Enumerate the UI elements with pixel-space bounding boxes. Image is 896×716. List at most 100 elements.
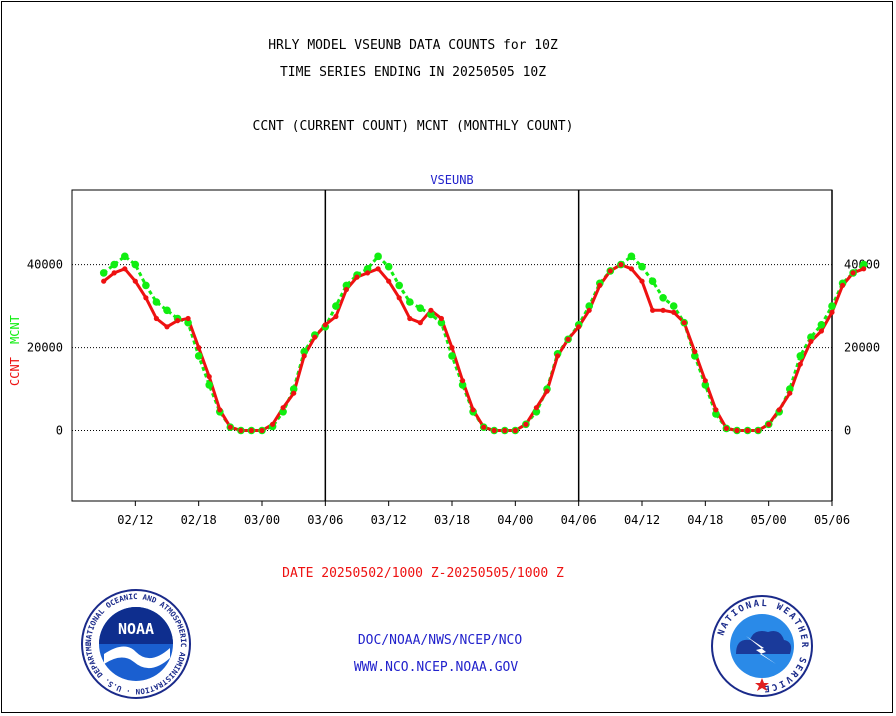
y-axis-label-mcnt: MCNT [8,315,22,344]
data-point-ccnt [354,274,360,280]
data-point-ccnt [544,388,550,394]
data-point-ccnt [850,270,856,276]
data-point-ccnt [692,349,698,355]
data-point-mcnt [152,298,161,306]
data-point-mcnt [828,302,836,310]
data-point-mcnt [691,352,699,360]
data-point-mcnt [659,294,667,302]
data-point-ccnt [776,407,782,413]
data-point-ccnt [797,361,803,367]
data-point-ccnt [470,407,476,413]
noaa-logo: NATIONAL OCEANIC AND ATMOSPHERIC ADMINIS… [80,588,191,699]
data-point-ccnt [386,278,392,284]
data-point-ccnt [396,295,402,301]
data-point-mcnt [701,381,710,389]
data-point-mcnt [395,281,404,290]
data-point-ccnt [702,378,708,384]
data-point-mcnt [99,269,108,277]
data-point-mcnt [121,252,129,261]
data-point-mcnt [427,310,435,319]
data-point-ccnt [660,307,666,313]
x-tick-label: 03/18 [434,513,470,527]
x-tick-label: 02/12 [117,513,153,527]
url-link[interactable]: WWW.NCO.NCEP.NOAA.GOV [353,660,519,675]
y-tick-label-right: 0 [844,424,851,438]
data-point-ccnt [322,322,328,328]
y-tick-label-right: 20000 [844,341,880,355]
y-tick-label-left: 20000 [27,341,63,355]
data-point-ccnt [829,309,835,315]
data-point-ccnt [206,374,212,380]
data-point-mcnt [110,260,118,269]
x-tick-label: 03/12 [371,513,407,527]
data-point-mcnt [374,252,382,261]
x-tick-label: 04/12 [624,513,660,527]
data-point-mcnt [638,262,646,271]
data-point-ccnt [375,266,381,272]
data-point-ccnt [681,320,687,326]
data-point-ccnt [491,427,497,434]
data-point-ccnt [428,307,434,313]
data-point-ccnt [639,278,645,284]
data-point-mcnt [131,260,140,269]
y-axis-label-ccnt: CCNT [8,357,22,386]
nws-logo: NATIONAL WEATHER SERVICE [711,595,813,697]
data-point-mcnt [163,306,171,315]
plot-title: VSEUNB [430,173,473,187]
data-point-mcnt [406,298,414,306]
data-point-mcnt [300,347,309,356]
data-point-ccnt [607,268,613,274]
data-point-mcnt [648,277,657,286]
data-point-ccnt [175,318,181,324]
data-point-mcnt [384,262,393,271]
data-point-ccnt [861,266,867,272]
data-point-ccnt [533,405,540,411]
data-point-mcnt [458,381,467,389]
data-point-ccnt [164,324,170,330]
data-point-mcnt [416,304,425,313]
data-point-ccnt [597,282,603,288]
data-point-ccnt [576,324,582,330]
data-point-mcnt [205,381,213,389]
data-point-ccnt [460,378,466,384]
data-point-ccnt [787,390,793,396]
data-point-ccnt [523,421,529,427]
data-point-mcnt [585,302,593,310]
data-point-ccnt [132,278,138,284]
data-point-ccnt [586,307,592,313]
data-point-mcnt [437,318,446,327]
data-point-ccnt [502,427,508,434]
data-point-ccnt [227,424,233,430]
chart-title-line1: HRLY MODEL VSEUNB DATA COUNTS for 10Z [268,38,558,53]
data-point-mcnt [786,385,794,393]
data-point-ccnt [723,425,730,431]
data-point-ccnt [280,405,286,411]
data-point-ccnt [270,421,276,427]
data-point-ccnt [755,427,761,434]
data-point-ccnt [365,270,371,276]
x-tick-label: 03/06 [307,513,343,527]
data-point-mcnt [342,281,351,290]
data-point-ccnt [333,313,339,320]
data-point-mcnt [194,352,203,360]
data-point-ccnt [438,315,444,322]
data-point-ccnt [343,286,349,293]
data-point-ccnt [301,353,307,359]
data-point-ccnt [713,407,719,413]
data-point-mcnt [532,408,541,416]
data-point-mcnt [807,333,815,342]
data-point-ccnt [618,262,624,268]
data-point-ccnt [291,390,297,396]
data-point-ccnt [407,315,413,322]
data-point-ccnt [818,328,825,334]
data-point-ccnt [153,315,159,322]
data-point-mcnt [859,260,868,269]
x-tick-label: 04/06 [561,513,597,527]
data-point-ccnt [734,427,740,434]
y-tick-label-left: 40000 [27,258,63,272]
x-tick-label: 05/06 [814,513,850,527]
data-point-ccnt [628,266,635,272]
